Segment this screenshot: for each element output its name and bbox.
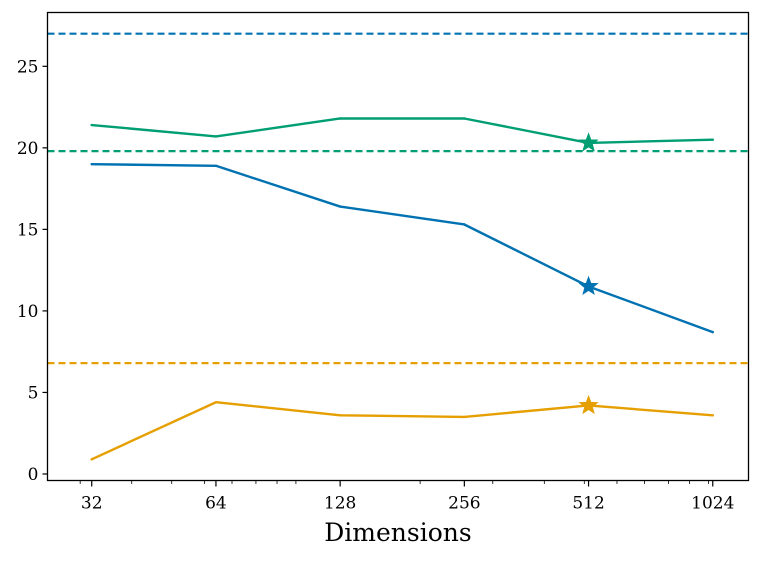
best-star-green: [578, 132, 599, 152]
axes: 0 5 10 15 20 25 32 64 128 256 512 1024: [17, 57, 735, 513]
y-tick-label-0: 0: [28, 465, 39, 485]
y-tick-label-5: 5: [28, 383, 39, 403]
data-point-blue-1: [214, 164, 218, 167]
data-point-blue-2: [338, 205, 342, 208]
x-tick-label-1024: 1024: [691, 494, 734, 514]
x-tick-label-64: 64: [205, 494, 227, 514]
data-point-orange-0: [90, 458, 93, 461]
data-point-green-5: [711, 138, 714, 141]
series-line-blue: [90, 162, 714, 334]
data-point-green-1: [214, 135, 218, 138]
best-star-orange: [578, 394, 599, 415]
plot-marks: [47, 32, 749, 461]
best-star-blue: [578, 275, 599, 296]
data-point-orange-2: [338, 414, 342, 417]
series-line-green: [90, 117, 714, 145]
data-point-orange-5: [711, 414, 714, 417]
data-point-blue-5: [711, 330, 714, 334]
y-tick-label-15: 15: [17, 220, 39, 240]
data-point-orange-3: [463, 415, 466, 419]
plot-frame: [46, 11, 750, 482]
data-point-orange-1: [214, 401, 218, 404]
y-tick-label-25: 25: [17, 57, 39, 77]
y-tick-label-20: 20: [17, 139, 39, 159]
y-tick-label-10: 10: [17, 302, 39, 322]
x-tick-label-512: 512: [572, 494, 604, 514]
data-point-green-0: [90, 123, 93, 127]
data-point-green-2: [338, 117, 342, 120]
x-axis-label: Dimensions: [324, 518, 471, 547]
x-tick-label-128: 128: [324, 494, 356, 514]
data-point-blue-0: [90, 162, 93, 166]
data-point-green-3: [463, 117, 466, 120]
x-tick-label-256: 256: [448, 494, 480, 514]
x-tick-label-32: 32: [81, 494, 103, 514]
data-point-blue-3: [463, 223, 466, 226]
series-line-orange: [90, 401, 714, 461]
